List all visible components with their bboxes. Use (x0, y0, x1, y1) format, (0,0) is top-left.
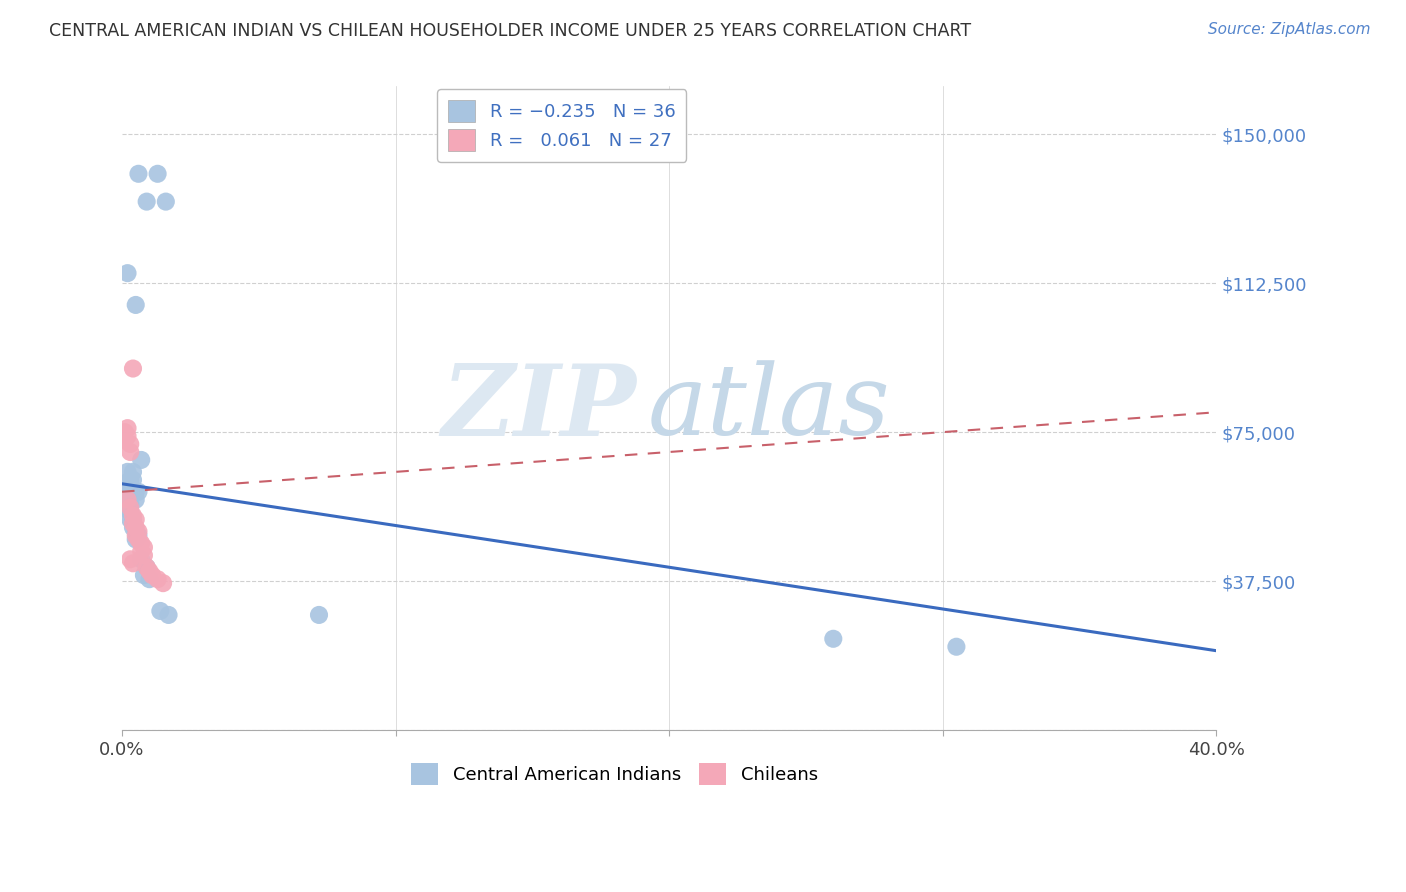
Point (114, 476, 136, 491)
Point (122, 512, 145, 526)
Point (122, 473, 145, 487)
Point (120, 437, 142, 451)
Point (125, 492, 148, 507)
Text: ZIP: ZIP (441, 360, 637, 457)
Point (117, 429, 139, 443)
Point (125, 524, 148, 539)
Point (114, 425, 136, 439)
Text: atlas: atlas (647, 360, 890, 456)
Point (120, 500, 142, 515)
Point (127, 528, 149, 542)
Point (120, 497, 142, 511)
Point (117, 421, 139, 435)
Point (114, 484, 136, 499)
Point (146, 167, 169, 181)
Point (141, 568, 163, 582)
Point (125, 512, 148, 526)
Point (125, 528, 148, 542)
Point (120, 445, 142, 459)
Point (120, 505, 142, 519)
Point (125, 533, 148, 547)
Point (138, 572, 160, 586)
Point (132, 541, 155, 555)
Point (122, 520, 145, 534)
Point (120, 512, 142, 526)
Point (122, 465, 145, 479)
Point (117, 500, 139, 515)
Text: Source: ZipAtlas.com: Source: ZipAtlas.com (1208, 22, 1371, 37)
Point (122, 508, 145, 523)
Point (127, 484, 149, 499)
Point (129, 552, 152, 566)
Point (129, 453, 152, 467)
Point (125, 484, 148, 499)
Point (129, 536, 152, 550)
Point (117, 492, 139, 507)
Point (155, 194, 177, 209)
Point (120, 552, 142, 566)
Point (945, 640, 967, 654)
Point (117, 266, 139, 280)
Point (127, 533, 149, 547)
Legend: Central American Indians, Chileans: Central American Indians, Chileans (404, 756, 825, 792)
Point (308, 607, 330, 622)
Point (135, 560, 157, 574)
Point (122, 556, 145, 570)
Point (122, 516, 145, 531)
Point (117, 465, 139, 479)
Point (149, 604, 172, 618)
Text: CENTRAL AMERICAN INDIAN VS CHILEAN HOUSEHOLDER INCOME UNDER 25 YEARS CORRELATION: CENTRAL AMERICAN INDIAN VS CHILEAN HOUSE… (49, 22, 972, 40)
Point (135, 194, 157, 209)
Point (122, 361, 145, 376)
Point (117, 492, 139, 507)
Point (127, 167, 149, 181)
Point (120, 505, 142, 519)
Point (146, 572, 169, 586)
Point (823, 632, 845, 646)
Point (132, 568, 155, 582)
Point (157, 607, 180, 622)
Point (127, 524, 149, 539)
Point (120, 473, 142, 487)
Point (125, 520, 148, 534)
Point (135, 560, 157, 574)
Point (138, 564, 160, 578)
Point (129, 544, 152, 558)
Point (132, 549, 155, 563)
Point (152, 576, 174, 591)
Point (125, 298, 148, 312)
Point (114, 433, 136, 447)
